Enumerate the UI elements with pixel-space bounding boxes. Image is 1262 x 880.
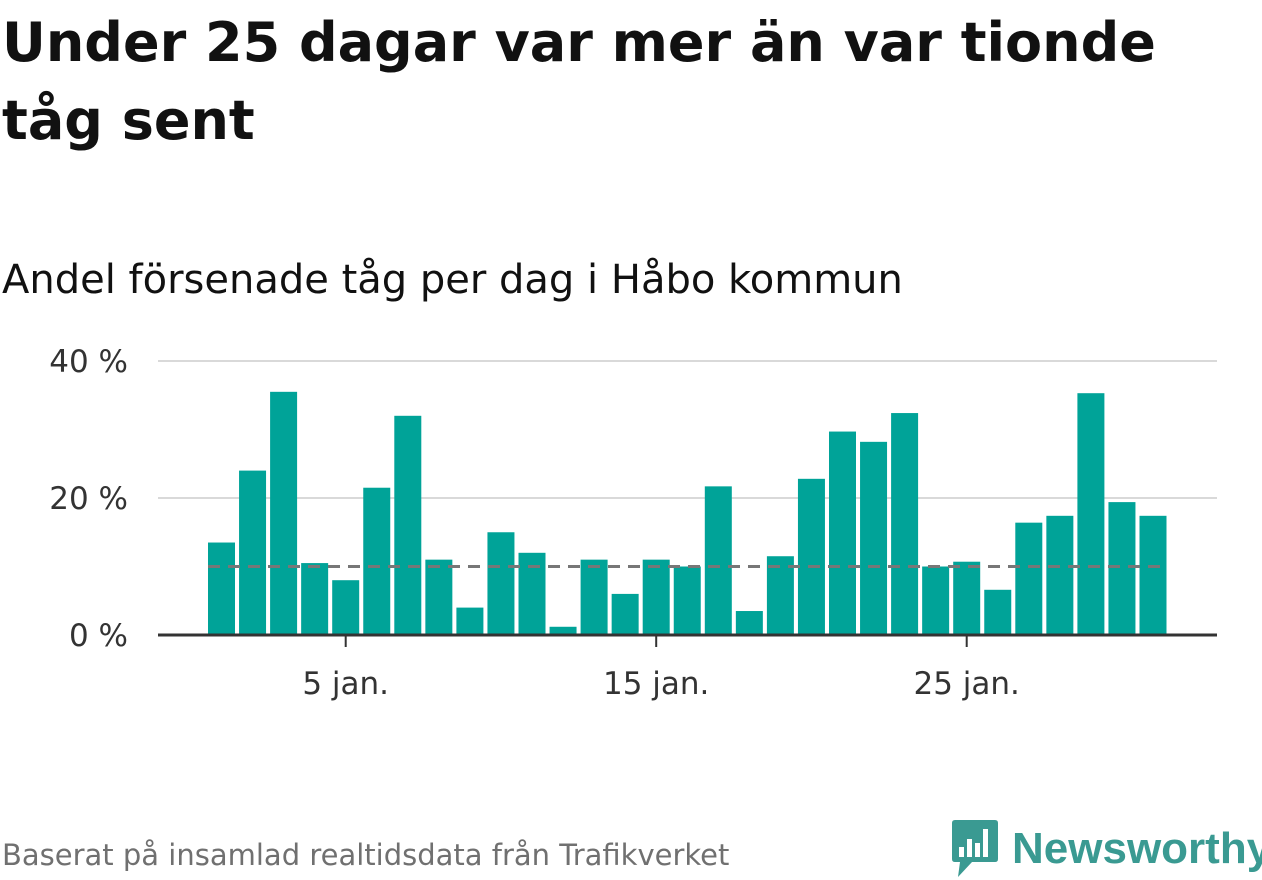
x-tick-label: 15 jan. [603,666,709,702]
bar [797,478,825,635]
bar [673,566,701,635]
bar [1046,515,1074,635]
bar [766,556,794,635]
bar [425,559,453,635]
newsworthy-logo: Newsworthy [950,818,1262,880]
bar [1077,393,1105,635]
bar [891,413,919,635]
bar [332,580,360,635]
bar [1015,522,1043,635]
bar [642,559,670,635]
bar [456,607,484,635]
logo-text: Newsworthy [1012,824,1262,873]
bar [549,626,577,635]
bar [270,391,298,635]
chart-subtitle: Andel försenade tåg per dag i Håbo kommu… [2,257,903,303]
bar [611,593,639,635]
bar-chart-speech-bubble-icon [952,820,998,877]
source-note: Baserat på insamlad realtidsdata från Tr… [2,838,730,872]
chart-title: Under 25 dagar var mer än var tionde tåg… [2,11,1156,152]
bar [394,415,422,635]
bar [704,486,732,635]
y-tick-label: 20 % [49,481,128,517]
y-tick-label: 0 % [69,618,128,654]
bar [208,542,235,635]
bar [984,589,1012,635]
bar [580,559,608,635]
bar [922,566,950,635]
bar [239,470,267,635]
bar [487,532,515,635]
bar [829,431,856,635]
x-tick-label: 5 jan. [302,666,389,702]
x-tick-label: 25 jan. [913,666,1019,702]
bar [735,611,763,635]
bar [953,561,981,635]
y-tick-label: 40 % [49,344,128,380]
bar [363,487,391,635]
bar [1108,502,1136,635]
bar [860,441,888,635]
bar [301,563,329,635]
bar-chart: 0 % 20 % 40 % 5 jan. 15 jan. 25 jan. [49,344,1217,702]
bar [1139,515,1167,635]
